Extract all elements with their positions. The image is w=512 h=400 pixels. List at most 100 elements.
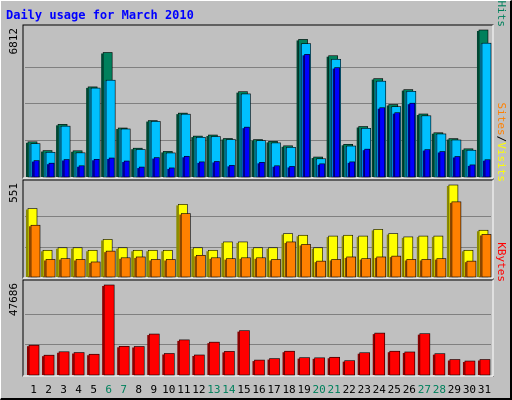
bar-shade-pages-day-8	[137, 168, 140, 177]
bar-shade-visits-day-9	[146, 251, 149, 277]
bar-shade-sites-day-14	[224, 259, 227, 277]
bar-pages-day-16	[259, 162, 265, 178]
bar-sites-day-11	[181, 213, 191, 278]
ymax-label-visits: 551	[7, 183, 20, 203]
bar-kbytes-day-22	[344, 360, 355, 376]
bar-sites-day-4	[75, 259, 86, 278]
bar-kbytes-day-5	[88, 353, 100, 376]
bar-shade-hits-day-15	[236, 92, 239, 177]
bar-shade-kbytes-day-23	[357, 353, 360, 375]
bar-kbytes-day-9	[148, 333, 160, 376]
bar-shade-kbytes-day-24	[372, 334, 375, 375]
x-tick-label-day-10: 10	[162, 383, 175, 396]
bar-shade-pages-day-20	[317, 164, 320, 177]
bar-shade-kbytes-day-29	[447, 360, 450, 375]
x-tick-label-day-11: 11	[177, 383, 190, 396]
bar-pages-day-1	[33, 160, 40, 178]
bar-shade-kbytes-day-22	[342, 361, 345, 375]
bar-shade-hits-day-2	[41, 151, 44, 177]
x-tick-label-day-29: 29	[448, 383, 461, 396]
bar-shade-visits-day-29	[446, 186, 449, 277]
bar-shade-visits-day-24	[371, 230, 374, 277]
bar-sites-day-26	[406, 259, 417, 278]
bar-shade-pages-day-27	[422, 150, 425, 177]
bar-sites-day-20	[316, 260, 326, 278]
bar-sites-day-16	[256, 257, 266, 278]
bar-shade-hits-day-13	[206, 136, 209, 177]
bar-shade-files-day-22	[344, 147, 347, 177]
bar-pages-day-8	[138, 166, 145, 178]
x-tick-label-day-13: 13	[207, 383, 220, 396]
bar-pages-day-27	[424, 149, 431, 178]
panel-visits: 551 Sites/Visits	[7, 103, 508, 279]
bar-shade-files-day-2	[44, 153, 47, 177]
bar-shade-kbytes-day-5	[87, 355, 90, 375]
bar-shade-pages-day-30	[467, 165, 470, 177]
bar-shade-files-day-25	[389, 107, 392, 177]
bar-shade-hits-day-17	[266, 142, 269, 177]
bar-files-day-31	[481, 42, 492, 178]
bar-sites-day-28	[436, 258, 447, 278]
bar-shade-hits-day-14	[221, 139, 224, 177]
bar-shade-hits-day-5	[86, 87, 89, 177]
bar-shade-kbytes-day-1	[27, 346, 29, 375]
bar-pages-day-26	[409, 102, 416, 178]
bar-kbytes-day-4	[73, 352, 85, 376]
bar-kbytes-day-17	[269, 358, 280, 376]
bar-sites-day-7	[120, 257, 131, 278]
bar-shade-hits-day-9	[146, 121, 149, 177]
bar-shade-sites-day-18	[284, 242, 287, 277]
bar-shade-kbytes-day-14	[222, 352, 225, 375]
bar-shade-visits-day-8	[131, 251, 134, 277]
bar-shade-files-day-26	[404, 92, 407, 177]
bar-shade-files-day-9	[149, 122, 152, 177]
bar-pages-day-24	[379, 107, 386, 178]
bar-shade-hits-day-21	[326, 56, 329, 178]
x-tick-label-day-18: 18	[282, 383, 295, 396]
bar-shade-sites-day-15	[239, 258, 242, 277]
bar-shade-kbytes-day-6	[102, 286, 105, 375]
bar-pages-day-14	[229, 165, 235, 178]
bar-shade-kbytes-day-2	[42, 356, 45, 375]
bar-kbytes-day-21	[329, 356, 340, 376]
bar-kbytes-day-15	[239, 330, 250, 376]
bar-shade-hits-day-8	[131, 149, 134, 177]
legend-part-slash: /	[495, 0, 508, 1]
bar-sites-day-3	[60, 258, 71, 278]
bar-shade-hits-day-30	[461, 149, 464, 177]
bar-shade-pages-day-19	[302, 55, 305, 177]
bar-kbytes-day-27	[419, 333, 431, 376]
x-tick-label-day-17: 17	[267, 383, 280, 396]
bar-shade-visits-day-14	[221, 242, 224, 277]
bar-shade-kbytes-day-31	[477, 360, 480, 375]
bar-shade-files-day-18	[284, 148, 287, 177]
bar-shade-files-day-30	[464, 151, 467, 177]
chart-title: Daily usage for March 2010	[6, 8, 194, 22]
bar-shade-kbytes-day-13	[207, 343, 210, 375]
bar-shade-visits-day-4	[71, 248, 74, 277]
bar-sites-day-15	[241, 257, 251, 278]
bar-shade-pages-day-13	[212, 162, 215, 177]
x-tick-label-day-27: 27	[418, 383, 431, 396]
bar-shade-files-day-14	[224, 140, 227, 177]
bar-shade-sites-day-2	[44, 260, 47, 277]
bar-kbytes-day-23	[359, 352, 371, 376]
x-tick-label-day-8: 8	[135, 383, 142, 396]
bar-sites-day-25	[391, 255, 402, 278]
panel-hits: 6812 Pages/Files/Hits	[7, 0, 508, 179]
x-tick-label-day-1: 1	[30, 383, 37, 396]
bar-shade-files-day-10	[164, 153, 167, 177]
bar-shade-files-day-29	[449, 140, 452, 177]
bar-shade-visits-day-26	[401, 237, 404, 277]
bar-shade-visits-day-22	[341, 236, 344, 277]
bar-shade-files-day-3	[59, 127, 62, 177]
bar-kbytes-day-8	[133, 346, 145, 376]
bar-shade-visits-day-21	[326, 237, 329, 277]
bar-kbytes-day-12	[194, 354, 205, 376]
bar-shade-sites-day-30	[464, 262, 467, 277]
bar-shade-files-day-13	[209, 137, 212, 177]
bar-shade-sites-day-12	[194, 256, 197, 277]
bar-shade-hits-day-20	[311, 158, 314, 177]
x-tick-label-day-14: 14	[222, 383, 236, 396]
x-tick-label-day-22: 22	[343, 383, 356, 396]
